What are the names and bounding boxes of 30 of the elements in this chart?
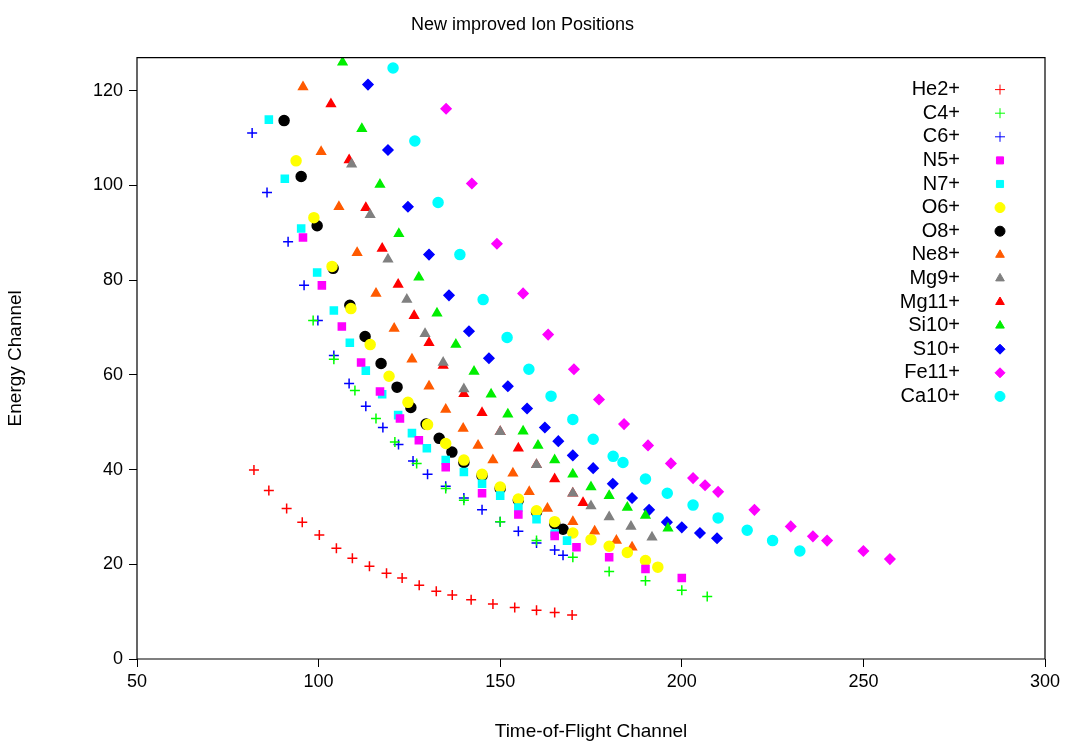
x-tick-label: 50: [126, 670, 148, 691]
x-axis-title: Time-of-Flight Channel: [494, 719, 688, 741]
legend-label: C4+: [922, 100, 960, 123]
legend-label: O6+: [921, 195, 960, 218]
x-tick-label: 250: [848, 670, 879, 691]
x-tick-label: 200: [666, 670, 697, 691]
y-axis-title: Energy Channel: [3, 290, 25, 427]
legend-label: S10+: [912, 336, 960, 359]
y-tick-label: 80: [102, 269, 123, 290]
legend-label: He2+: [911, 77, 960, 100]
legend-label: C6+: [922, 124, 960, 147]
legend-label: Mg11+: [899, 289, 960, 312]
y-tick-label: 20: [102, 553, 123, 574]
legend-label: N5+: [922, 147, 960, 170]
legend-label: N7+: [922, 171, 960, 194]
x-tick-label: 100: [303, 670, 334, 691]
y-tick-label: 120: [92, 79, 123, 100]
legend-label: Fe11+: [904, 360, 960, 383]
legend-label: Si10+: [908, 313, 960, 336]
chart-title: New improved Ion Positions: [410, 13, 635, 34]
y-tick-label: 60: [102, 363, 123, 384]
legend-label: O8+: [921, 218, 960, 241]
y-tick-label: 40: [102, 458, 123, 479]
y-tick-label: 0: [112, 647, 123, 668]
y-tick-label: 100: [92, 174, 123, 195]
x-tick-label: 300: [1029, 670, 1061, 691]
x-tick-label: 150: [485, 670, 516, 691]
legend-label: Ne8+: [911, 242, 960, 265]
legend-label: Mg9+: [909, 265, 960, 288]
legend-label: Ca10+: [900, 383, 960, 406]
